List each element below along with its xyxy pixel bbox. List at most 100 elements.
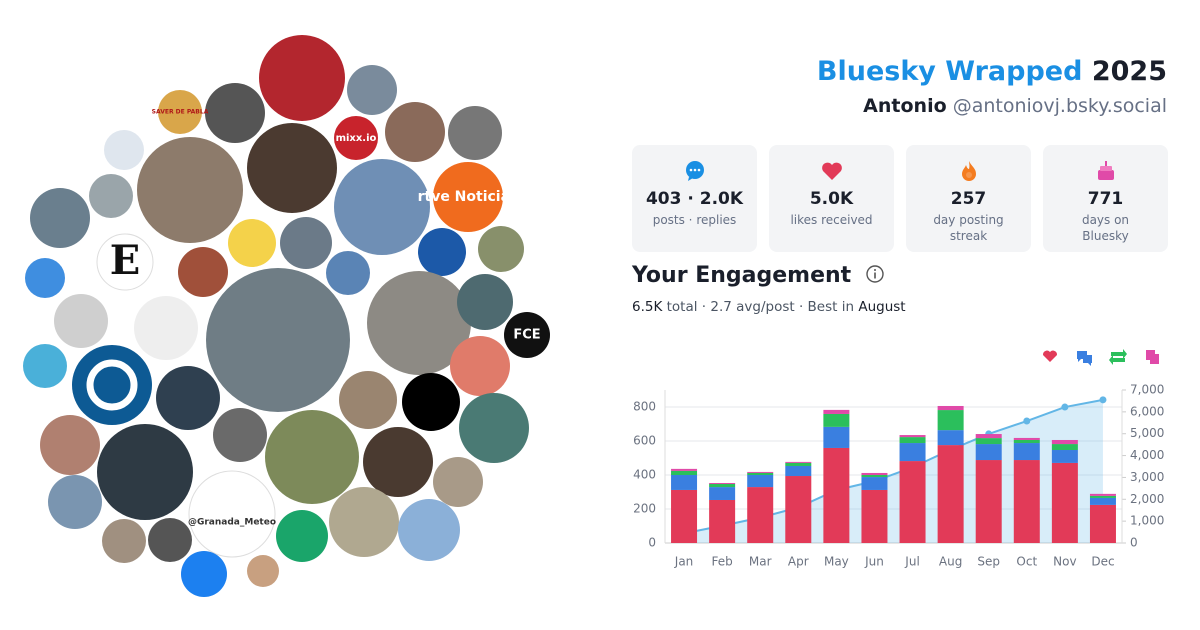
bar-segment: [975, 438, 1002, 445]
bar-segment: [1051, 450, 1078, 463]
y2-tick-label: 1,000: [1130, 514, 1164, 528]
avatar: [181, 551, 227, 597]
avatar: [247, 555, 279, 587]
line-area: [684, 399, 1103, 543]
section-title-text: Your Engagement: [632, 263, 852, 288]
x-tick-label: Feb: [712, 555, 733, 569]
avatar: [30, 188, 90, 248]
bar-segment: [937, 445, 964, 543]
bar-segment: [747, 472, 774, 475]
bar-segment: [1013, 460, 1040, 543]
stat-card: 771 days on Bluesky: [1043, 145, 1168, 252]
title: Bluesky Wrapped 2025: [817, 56, 1167, 87]
title-brand: Bluesky Wrapped: [816, 56, 1083, 87]
x-tick-label: Sep: [977, 555, 1000, 569]
bar-segment: [1089, 497, 1116, 505]
avatar-ring: [86, 359, 138, 411]
avatar: [385, 102, 445, 162]
avatar: [102, 519, 146, 563]
avatar-label: FCE: [513, 328, 540, 343]
avatar: [398, 499, 460, 561]
avatar: [363, 427, 433, 497]
avatar-label: mixx.io: [336, 133, 377, 144]
user-handle: @antoniovj.bsky.social: [952, 95, 1167, 117]
bar-segment: [747, 475, 774, 488]
avatar: [334, 159, 430, 255]
avatar: [280, 217, 332, 269]
bar-segment: [823, 409, 850, 414]
y2-tick-label: 6,000: [1130, 404, 1164, 418]
avatar: [334, 116, 378, 160]
legend-icon[interactable]: [1109, 349, 1127, 365]
summary-text: total · 2.7 avg/post · Best in: [666, 299, 855, 315]
legend-icon[interactable]: [1146, 350, 1159, 364]
avatar: [247, 123, 337, 213]
bar-segment: [937, 410, 964, 431]
bar-segment: [861, 477, 888, 490]
bar-segment: [1013, 443, 1040, 461]
legend-icon[interactable]: [1077, 351, 1092, 366]
bar-segment: [709, 499, 736, 543]
bar-segment: [899, 437, 926, 444]
bar-segment: [823, 426, 850, 448]
legend-icon[interactable]: [1042, 350, 1058, 362]
avatar: [158, 90, 202, 134]
bar-segment: [785, 462, 812, 466]
bar-segment: [671, 475, 698, 490]
avatar: [459, 393, 529, 463]
info-icon[interactable]: [865, 264, 885, 284]
avatar: [206, 268, 350, 412]
y2-tick-label: 3,000: [1130, 470, 1164, 484]
bar-segment: [861, 472, 888, 475]
x-tick-label: Jun: [864, 555, 884, 569]
legend-shape: [1077, 351, 1092, 366]
avatar: [433, 162, 503, 232]
x-tick-label: Jul: [904, 555, 919, 569]
avatar: [40, 415, 100, 475]
bar-segment: [709, 482, 736, 485]
avatar: [457, 274, 513, 330]
avatar-label: SAVER DE PABLA: [152, 109, 209, 116]
legend-shape: [1109, 349, 1127, 365]
stat-value: 5.0K: [809, 189, 854, 209]
avatar: [188, 470, 276, 558]
user: Antonio @antoniovj.bsky.social: [863, 95, 1167, 117]
bar-segment: [1089, 504, 1116, 543]
y2-tick-label: 4,000: [1130, 448, 1164, 462]
engagement-chart: 0 200 400 600 800 0 1,000 2,000 3,000 4,000 5,000 6…: [633, 349, 1164, 569]
stat-value: 403 · 2.0K: [645, 189, 744, 209]
avatar: [339, 371, 397, 429]
y2-tick-label: 2,000: [1130, 492, 1164, 506]
bar-segment: [861, 475, 888, 478]
avatar: [48, 475, 102, 529]
bar-segment: [671, 468, 698, 471]
avatar: [259, 35, 345, 121]
bar-segment: [671, 470, 698, 475]
x-tick-label: Nov: [1053, 555, 1076, 569]
stat-card: 257 day posting streak: [906, 145, 1031, 252]
avatar: [504, 312, 550, 358]
stat-label: day posting streak: [933, 213, 1004, 243]
avatar: [276, 510, 328, 562]
bar-segment: [861, 489, 888, 543]
x-tick-label: Jan: [674, 555, 694, 569]
avatar: [205, 83, 265, 143]
avatar: [418, 228, 466, 276]
stat-card: 403 · 2.0K posts · replies: [632, 145, 757, 252]
bar-segment: [899, 435, 926, 438]
bar-segment: [709, 487, 736, 500]
bar-segment: [899, 461, 926, 543]
title-year: 2025: [1091, 56, 1167, 87]
stat-value: 257: [950, 189, 987, 209]
avatar: [402, 373, 460, 431]
avatar: [433, 457, 483, 507]
section-title: Your Engagement: [632, 263, 885, 288]
bar-segment: [975, 444, 1002, 461]
y2-tick-label: 7,000: [1130, 383, 1164, 397]
bar-segment: [1089, 495, 1116, 498]
avatar-cloud: rtve Noticias E FCE mixx.io @Granada_Meteo SA…: [23, 35, 550, 597]
line-point: [1023, 417, 1031, 425]
bar-segment: [937, 405, 964, 411]
stat-label: likes received: [790, 213, 873, 227]
